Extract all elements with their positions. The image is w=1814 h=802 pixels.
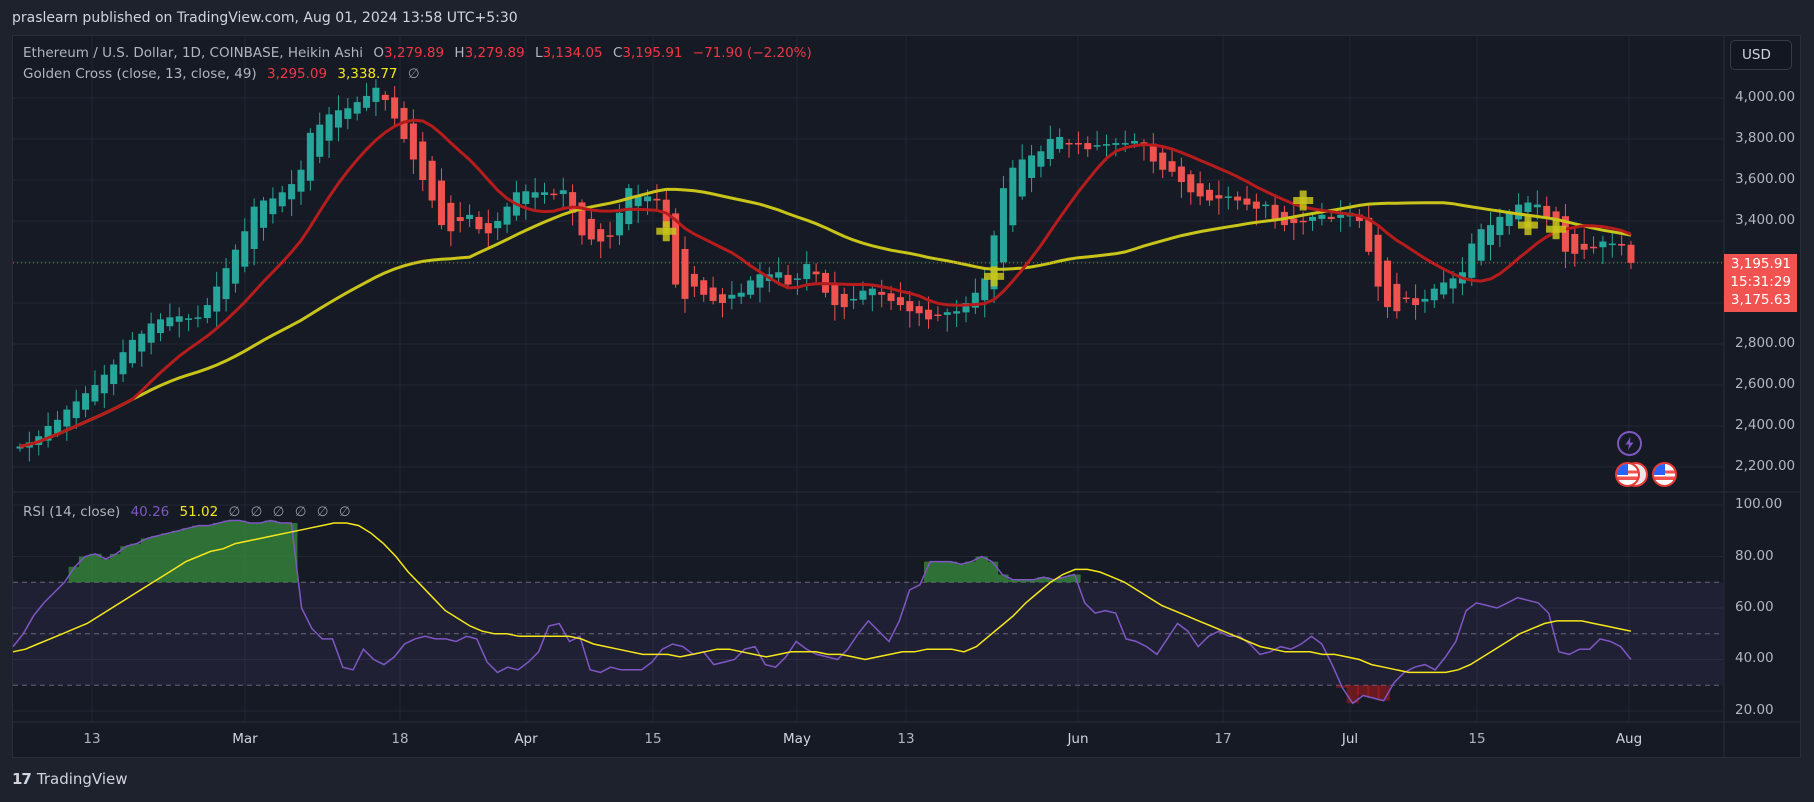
rsi-tick: 40.00 <box>1735 650 1774 666</box>
symbol-title: Ethereum / U.S. Dollar, 1D, COINBASE, He… <box>23 45 364 61</box>
symbol-legend: Ethereum / U.S. Dollar, 1D, COINBASE, He… <box>23 45 812 61</box>
time-tick: Mar <box>232 731 258 747</box>
currency-button[interactable]: USD <box>1730 40 1792 70</box>
close-value: 3,195.91 <box>622 45 683 61</box>
low-value: 3,134.05 <box>542 45 603 61</box>
indicator-title: Golden Cross (close, 13, close, 49) <box>23 66 257 82</box>
time-tick: May <box>783 731 811 747</box>
rsi-tick: 20.00 <box>1735 702 1774 718</box>
bar-countdown: 15:31:29 <box>1730 274 1791 290</box>
time-tick: Apr <box>514 731 538 747</box>
price-tick: 2,200.00 <box>1735 458 1796 474</box>
price-tick: 3,800.00 <box>1735 130 1796 146</box>
price-tick: 4,000.00 <box>1735 89 1796 105</box>
rsi-tick: 60.00 <box>1735 599 1774 615</box>
na-icon: ∅ <box>407 66 420 82</box>
time-tick: Aug <box>1615 731 1643 747</box>
open-value: 3,279.89 <box>383 45 445 61</box>
na-icon: ∅ <box>272 504 285 520</box>
na-icon: ∅ <box>250 504 263 520</box>
time-tick: Jun <box>1067 731 1089 747</box>
na-icon: ∅ <box>294 504 307 520</box>
time-tick: 13 <box>83 731 101 747</box>
time-tick: 15 <box>1468 731 1486 747</box>
price-tick: 3,400.00 <box>1735 212 1796 228</box>
price-tick: 2,400.00 <box>1735 417 1796 433</box>
ha-close-price: 3,175.63 <box>1730 292 1791 308</box>
last-price: 3,195.91 <box>1730 256 1791 272</box>
lightning-event-icon[interactable] <box>1617 431 1642 456</box>
rsi-value: 40.26 <box>130 504 170 520</box>
time-tick: 17 <box>1214 731 1232 747</box>
time-tick: 18 <box>391 731 409 747</box>
price-tick: 3,600.00 <box>1735 171 1796 187</box>
rsi-ma-value: 51.02 <box>179 504 219 520</box>
ma-fast-value: 3,295.09 <box>266 66 328 82</box>
time-tick: 15 <box>644 731 662 747</box>
tradingview-logo-icon: 17 <box>12 770 32 788</box>
time-tick: Jul <box>1341 731 1359 747</box>
tradingview-logo[interactable]: 17 TradingView <box>12 770 128 788</box>
price-tick: 2,600.00 <box>1735 376 1796 392</box>
tradingview-brand: TradingView <box>36 770 128 788</box>
last-price-label: 3,195.91 15:31:29 3,175.63 <box>1724 254 1797 312</box>
rsi-tick: 100.00 <box>1735 496 1783 512</box>
indicator-legend[interactable]: Golden Cross (close, 13, close, 49) 3,29… <box>23 66 426 82</box>
us-flag-event-icon[interactable] <box>1652 462 1677 487</box>
change-value: −71.90 (−2.20%) <box>692 45 812 61</box>
rsi-tick: 80.00 <box>1735 548 1774 564</box>
ma-slow-value: 3,338.77 <box>337 66 398 82</box>
published-by-text: praslearn published on TradingView.com, … <box>12 10 518 26</box>
na-icon: ∅ <box>338 504 351 520</box>
na-icon: ∅ <box>316 504 329 520</box>
us-flag-event-icon[interactable] <box>1615 462 1640 487</box>
rsi-title: RSI (14, close) <box>23 504 121 520</box>
time-tick: 13 <box>897 731 915 747</box>
na-icon: ∅ <box>228 504 241 520</box>
rsi-legend[interactable]: RSI (14, close) 40.26 51.02 ∅ ∅ ∅ ∅ ∅ ∅ <box>23 504 357 520</box>
high-value: 3,279.89 <box>464 45 525 61</box>
price-tick: 2,800.00 <box>1735 335 1796 351</box>
